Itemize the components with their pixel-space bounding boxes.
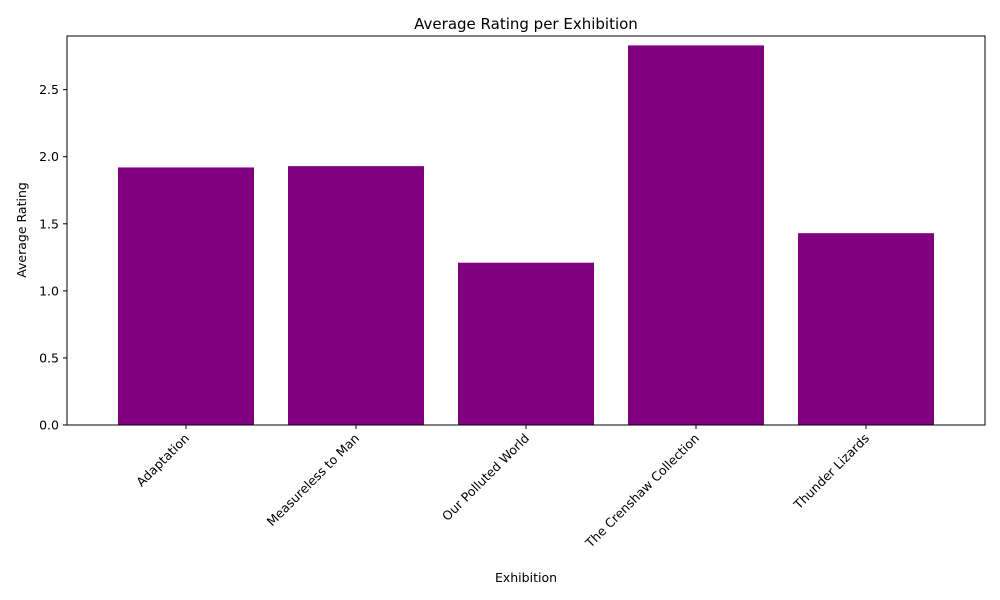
bars-group: [118, 45, 934, 426]
y-tick-label: 2.5: [39, 82, 59, 97]
chart-title: Average Rating per Exhibition: [414, 15, 638, 33]
bar: [628, 45, 764, 426]
x-axis-ticks: Adaptation Measureless to Man Our Polluted…: [133, 425, 872, 551]
x-tick-label: Measureless to Man: [264, 431, 362, 529]
y-tick-label: 2.0: [39, 149, 59, 164]
x-tick-label: The Crenshaw Collection: [582, 431, 703, 552]
y-tick-label: 0.5: [39, 350, 59, 365]
x-tick-label: Our Polluted World: [439, 431, 532, 524]
x-tick-label: Thunder Lizards: [790, 431, 872, 513]
x-axis-label: Exhibition: [495, 570, 557, 585]
y-axis-ticks: 0.0 0.5 1.0 1.5 2.0 2.5: [39, 82, 67, 433]
bar: [798, 233, 934, 425]
x-tick-label: Adaptation: [133, 431, 192, 490]
y-tick-label: 1.5: [39, 216, 59, 231]
bar: [288, 166, 424, 425]
y-tick-label: 1.0: [39, 283, 59, 298]
y-tick-label: 0.0: [39, 418, 59, 433]
plot-frame: [66, 35, 986, 426]
y-axis-label: Average Rating: [14, 182, 29, 278]
bar: [458, 262, 594, 425]
bar: [118, 167, 254, 425]
